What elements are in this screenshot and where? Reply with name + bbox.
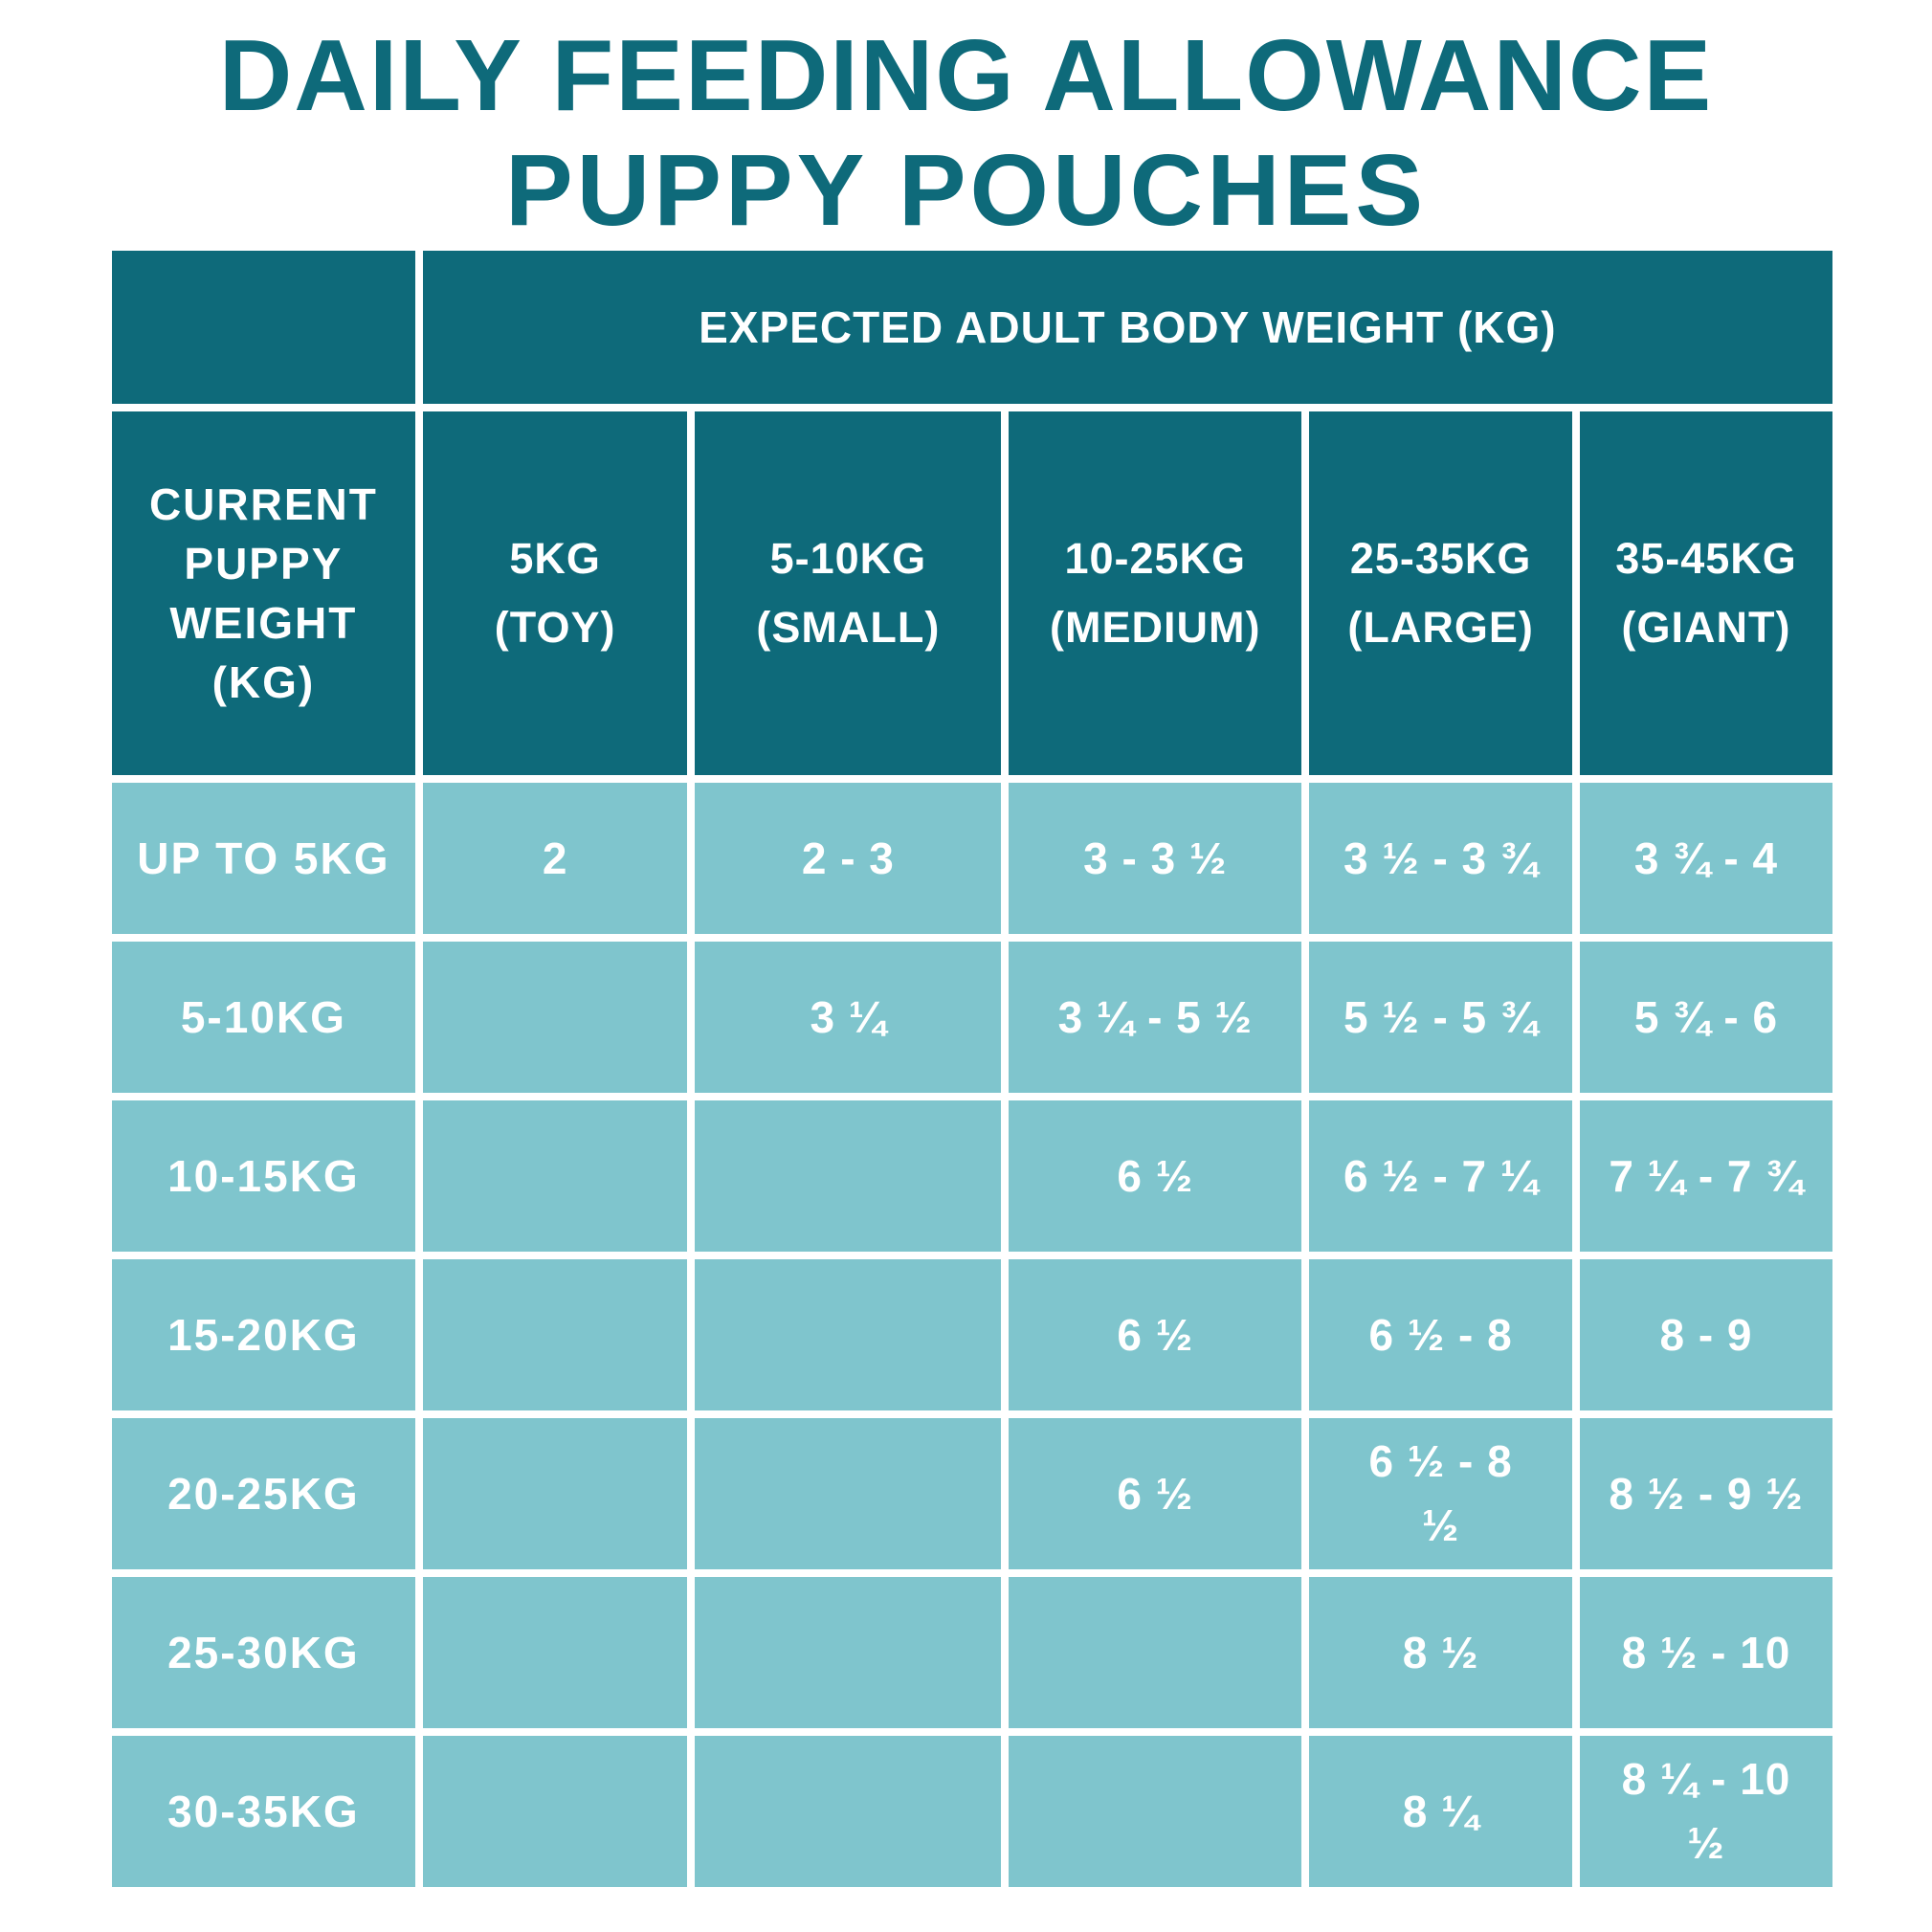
page-title: DAILY FEEDING ALLOWANCE PUPPY POUCHES bbox=[0, 25, 1932, 241]
table-cell: 2 bbox=[422, 783, 688, 934]
table-cell bbox=[695, 1259, 1002, 1410]
table-cell: 8 ½ - 9 ½ bbox=[1580, 1418, 1832, 1569]
table-cell: 7 ¼ - 7 ¾ bbox=[1580, 1100, 1832, 1252]
row-header: 10-15KG bbox=[112, 1100, 415, 1252]
table-cell: 6 ½ - 7 ¼ bbox=[1309, 1100, 1572, 1252]
table-cell: 8 ¼ bbox=[1309, 1736, 1572, 1887]
table-corner-cell bbox=[112, 251, 415, 404]
table-cell bbox=[422, 1418, 688, 1569]
row-header-title: CURRENT PUPPY WEIGHT (KG) bbox=[112, 411, 415, 775]
table-cell: 6 ½ bbox=[1009, 1418, 1302, 1569]
table-cell: 3 ¼ - 5 ½ bbox=[1009, 942, 1302, 1093]
column-header-label: 25-35KG bbox=[1349, 534, 1532, 583]
table-cell: 8 - 9 bbox=[1580, 1259, 1832, 1410]
table-cell bbox=[422, 1259, 688, 1410]
table-cell: 8 ½ bbox=[1309, 1577, 1572, 1728]
table-cell bbox=[422, 1577, 688, 1728]
column-header-toy: 5KG (TOY) bbox=[422, 411, 688, 775]
table-cell bbox=[695, 1418, 1002, 1569]
table-cell bbox=[422, 1736, 688, 1887]
table-cell: 3 ¼ bbox=[695, 942, 1002, 1093]
column-header-sublabel: (TOY) bbox=[494, 603, 616, 652]
column-header-small: 5-10KG (SMALL) bbox=[695, 411, 1002, 775]
row-header: UP TO 5KG bbox=[112, 783, 415, 934]
column-header-sublabel: (MEDIUM) bbox=[1050, 603, 1261, 652]
table-cell: 3 ½ - 3 ¾ bbox=[1309, 783, 1572, 934]
table-cell bbox=[422, 1100, 688, 1252]
column-header-label: 10-25KG bbox=[1064, 534, 1247, 583]
row-header: 5-10KG bbox=[112, 942, 415, 1093]
column-header-sublabel: (LARGE) bbox=[1347, 603, 1534, 652]
page-title-line2: PUPPY POUCHES bbox=[504, 134, 1428, 247]
table-cell: 6 ½ - 8 ½ bbox=[1309, 1418, 1572, 1569]
table-cell bbox=[695, 1100, 1002, 1252]
table-cell: 6 ½ bbox=[1009, 1100, 1302, 1252]
column-header-label: 5KG bbox=[509, 534, 601, 583]
row-header: 15-20KG bbox=[112, 1259, 415, 1410]
row-header: 20-25KG bbox=[112, 1418, 415, 1569]
table-cell: 6 ½ - 8 bbox=[1309, 1259, 1572, 1410]
column-header-sublabel: (GIANT) bbox=[1621, 603, 1791, 652]
column-header-medium: 10-25KG (MEDIUM) bbox=[1009, 411, 1302, 775]
table-cell bbox=[1009, 1577, 1302, 1728]
table-cell: 3 - 3 ½ bbox=[1009, 783, 1302, 934]
table-cell: 5 ¾ - 6 bbox=[1580, 942, 1832, 1093]
column-header-label: 5-10KG bbox=[769, 534, 927, 583]
table-cell: 6 ½ bbox=[1009, 1259, 1302, 1410]
column-header-large: 25-35KG (LARGE) bbox=[1309, 411, 1572, 775]
table-cell: 8 ½ - 10 bbox=[1580, 1577, 1832, 1728]
column-header-sublabel: (SMALL) bbox=[756, 603, 941, 652]
feeding-table: EXPECTED ADULT BODY WEIGHT (KG) CURRENT … bbox=[112, 251, 1832, 1887]
table-cell bbox=[1009, 1736, 1302, 1887]
table-cell bbox=[422, 942, 688, 1093]
table-cell: 2 - 3 bbox=[695, 783, 1002, 934]
row-header: 25-30KG bbox=[112, 1577, 415, 1728]
column-header-label: 35-45KG bbox=[1615, 534, 1797, 583]
table-cell: 5 ½ - 5 ¾ bbox=[1309, 942, 1572, 1093]
column-header-giant: 35-45KG (GIANT) bbox=[1580, 411, 1832, 775]
table-cell: 8 ¼ - 10 ½ bbox=[1580, 1736, 1832, 1887]
row-header: 30-35KG bbox=[112, 1736, 415, 1887]
page-title-line1: DAILY FEEDING ALLOWANCE bbox=[218, 19, 1714, 132]
column-group-header: EXPECTED ADULT BODY WEIGHT (KG) bbox=[422, 251, 1832, 404]
table-cell: 3 ¾ - 4 bbox=[1580, 783, 1832, 934]
table-cell bbox=[695, 1736, 1002, 1887]
table-cell bbox=[695, 1577, 1002, 1728]
